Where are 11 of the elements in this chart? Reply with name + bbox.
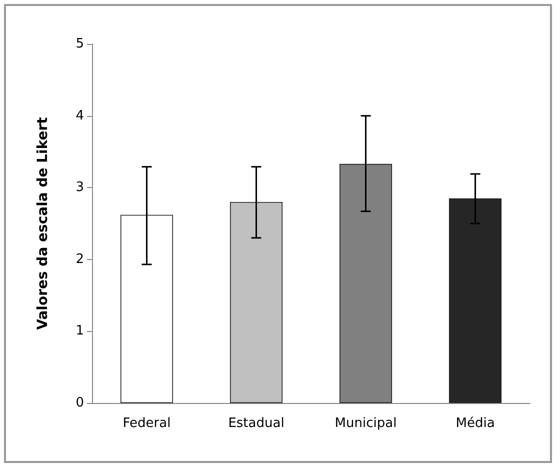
y-tick-label: 0	[76, 396, 84, 410]
y-tick-label: 5	[76, 36, 84, 52]
x-tick-label: Federal	[122, 416, 171, 431]
y-axis-title: Valores da escala de Likert	[35, 116, 51, 330]
y-tick-label: 2	[76, 252, 84, 267]
x-tick-label: Média	[456, 416, 495, 431]
y-tick-label: 1	[76, 324, 84, 339]
y-tick-label: 4	[76, 108, 84, 124]
x-tick-label: Estadual	[228, 416, 284, 431]
y-tick-label: 3	[76, 180, 84, 196]
x-tick-label: Municipal	[334, 416, 397, 431]
